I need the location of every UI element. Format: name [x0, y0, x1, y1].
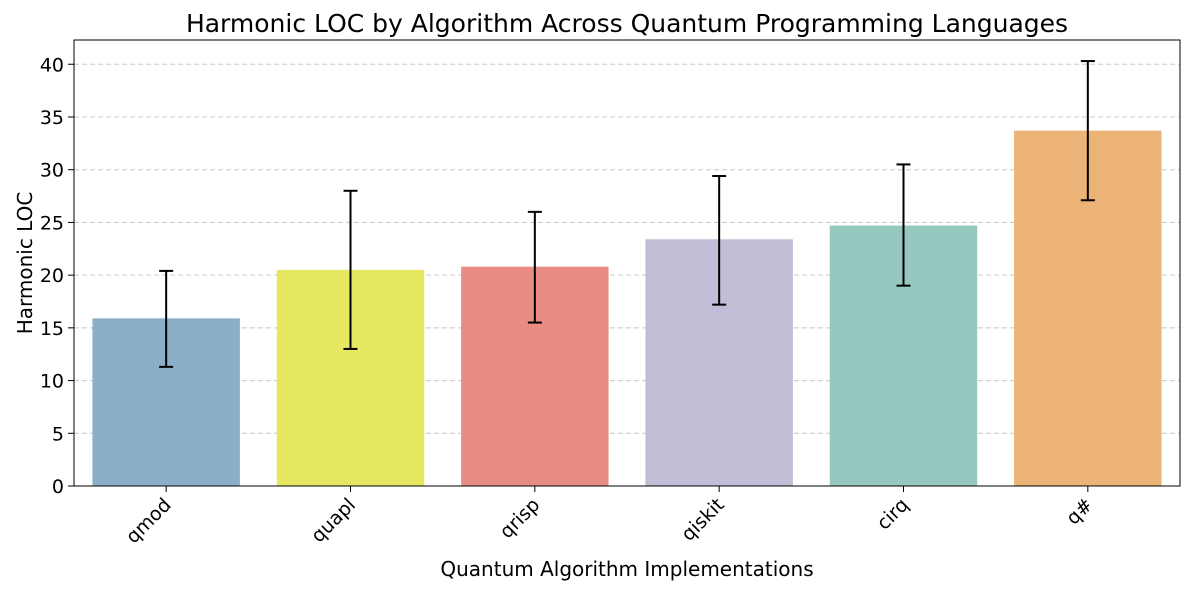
y-tick-label: 20: [40, 265, 64, 287]
y-tick-label: 5: [52, 423, 64, 445]
x-tick-label: qmod: [122, 494, 176, 548]
grid-lines: [74, 63, 1180, 434]
x-tick-label: qrisp: [495, 494, 544, 543]
x-tick-label: qiskit: [677, 494, 729, 546]
x-axis-ticks: qmod quapl qrisp qiskit cirq q#: [122, 486, 1097, 548]
x-axis-label: Quantum Algorithm Implementations: [440, 557, 813, 581]
y-tick-label: 0: [52, 476, 64, 498]
error-bars: [159, 60, 1095, 368]
chart-title: Harmonic LOC by Algorithm Across Quantum…: [186, 9, 1068, 38]
bars: [92, 130, 1162, 486]
y-tick-label: 30: [40, 160, 64, 182]
y-tick-label: 40: [40, 54, 64, 76]
y-tick-label: 25: [40, 212, 64, 234]
y-tick-label: 35: [40, 107, 64, 129]
plot-frame: [73, 39, 1181, 487]
y-axis-ticks: 0 5 10 15 20 25 30 35 40: [40, 54, 74, 498]
x-tick-label: q#: [1062, 494, 1097, 529]
y-axis-label: Harmonic LOC: [13, 192, 37, 335]
y-tick-label: 10: [40, 371, 64, 393]
x-tick-label: cirq: [873, 494, 913, 534]
x-tick-label: quapl: [307, 494, 360, 547]
y-tick-label: 15: [40, 318, 64, 340]
